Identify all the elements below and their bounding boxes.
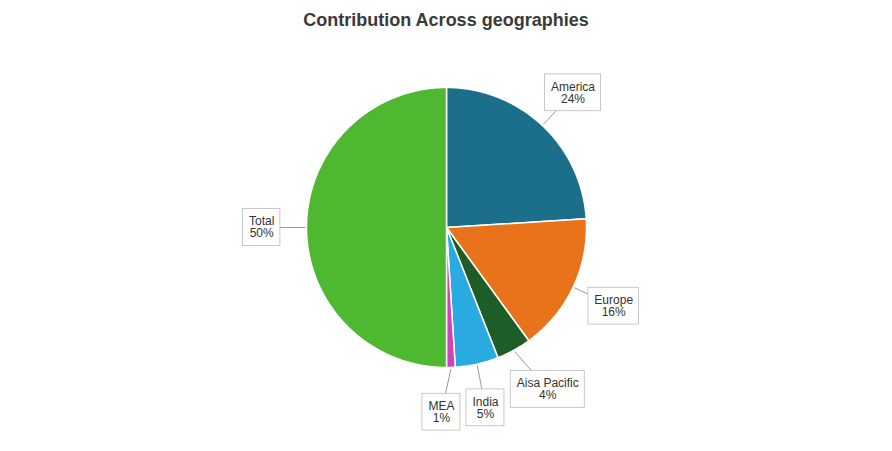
svg-text:MEA1%: MEA1% [428,399,454,425]
html-text:Contribution Across geographie: Contribution Across geographies [303,10,589,30]
svg-text:America24%: America24% [551,80,595,106]
svg-text:Aisa Pacific4%: Aisa Pacific4% [517,376,579,402]
svg-text:Total50%: Total50% [249,214,274,240]
svg-text:Europe16%: Europe16% [594,293,633,319]
svg-text:India5%: India5% [472,395,498,421]
